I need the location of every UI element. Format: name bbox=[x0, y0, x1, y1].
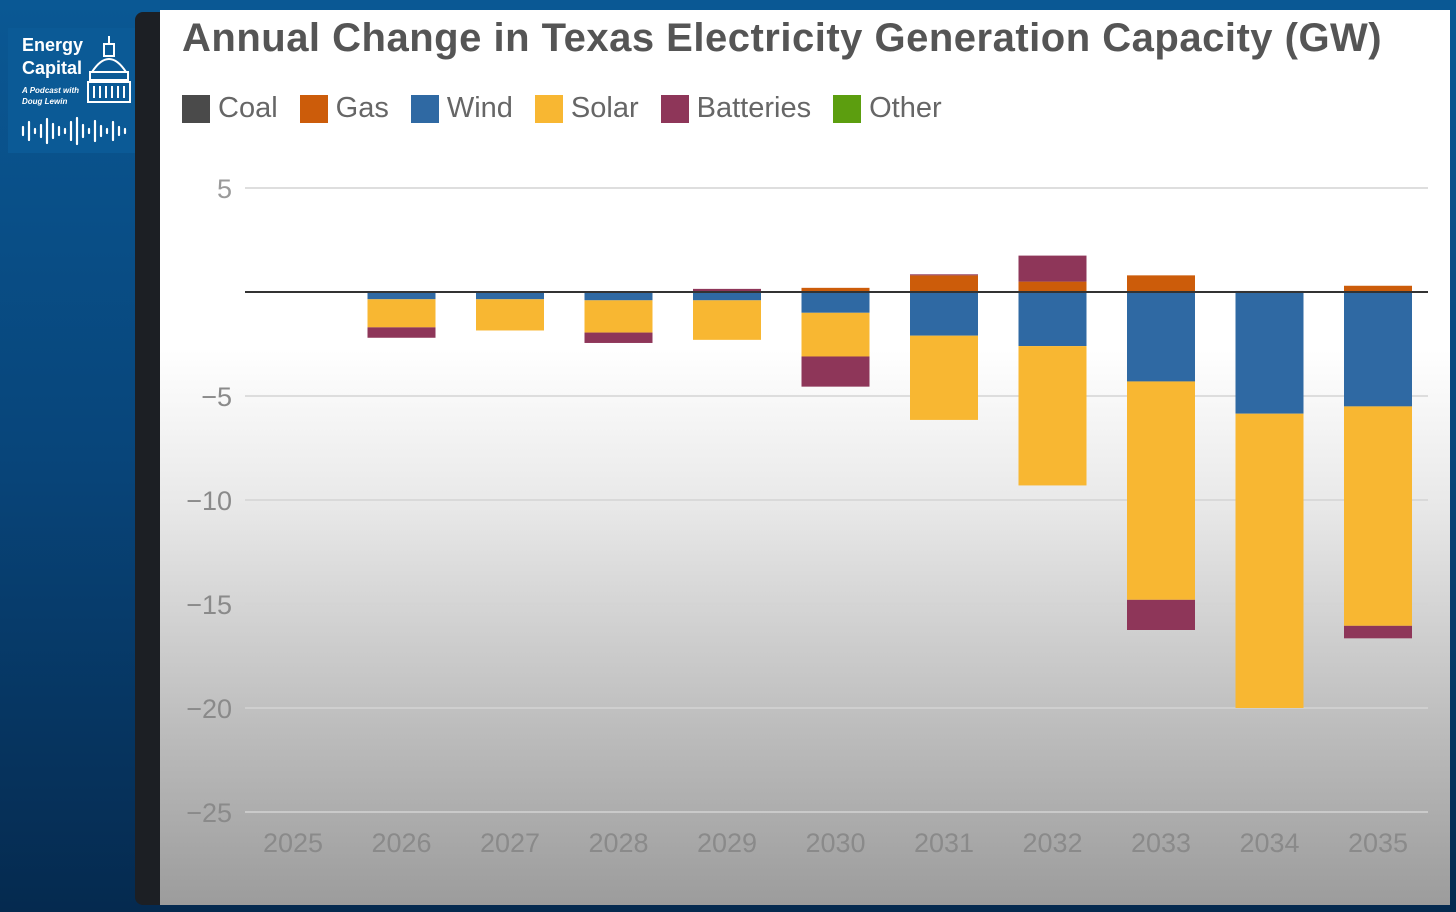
logo-title: Energy Capital bbox=[22, 35, 84, 78]
legend-label: Other bbox=[869, 92, 942, 124]
legend-label: Gas bbox=[335, 92, 389, 124]
y-tick-label: −5 bbox=[201, 382, 232, 412]
bar-batteries-2033 bbox=[1127, 599, 1195, 630]
bar-batteries-2029 bbox=[693, 288, 761, 292]
bar-gas-2035 bbox=[1344, 285, 1412, 292]
y-tick-label: −25 bbox=[186, 798, 232, 828]
legend-label: Batteries bbox=[696, 92, 812, 124]
bar-wind-2029 bbox=[693, 292, 761, 301]
bar-wind-2027 bbox=[476, 292, 544, 300]
x-tick-label: 2034 bbox=[1239, 828, 1299, 858]
bar-batteries-2030 bbox=[801, 356, 870, 387]
bar-batteries-2026 bbox=[367, 327, 436, 338]
legend-swatch bbox=[299, 94, 328, 123]
legend-swatch bbox=[833, 94, 862, 123]
logo-subtitle: A Podcast with Doug Lewin bbox=[22, 86, 80, 106]
bar-solar-2029 bbox=[693, 300, 761, 340]
y-tick-label: 5 bbox=[217, 174, 232, 204]
bar-solar-2035 bbox=[1344, 406, 1412, 626]
bar-batteries-2032 bbox=[1018, 255, 1087, 282]
bar-wind-2034 bbox=[1235, 292, 1304, 414]
bar-gas-2031 bbox=[910, 275, 978, 292]
y-tick-label: −20 bbox=[186, 694, 232, 724]
legend-swatch bbox=[534, 94, 563, 123]
x-tick-label: 2032 bbox=[1022, 828, 1082, 858]
bar-solar-2031 bbox=[910, 335, 978, 420]
legend-swatch bbox=[182, 94, 210, 123]
legend-label: Solar bbox=[570, 92, 639, 124]
legend-item-gas: Gas bbox=[299, 92, 389, 125]
legend-item-coal: Coal bbox=[182, 92, 278, 125]
legend-swatch bbox=[410, 94, 439, 123]
podcast-logo: Energy Capital A Podcast with Doug Lewin bbox=[8, 28, 138, 153]
legend-label: Wind bbox=[446, 92, 513, 124]
legend-item-wind: Wind bbox=[410, 92, 513, 125]
chart-legend: Coal Gas Wind Solar Batteries Other bbox=[182, 92, 964, 125]
bar-batteries-2031 bbox=[910, 274, 978, 276]
x-tick-label: 2028 bbox=[588, 828, 648, 858]
bar-solar-2033 bbox=[1127, 381, 1195, 600]
legend-item-solar: Solar bbox=[534, 92, 639, 125]
y-tick-label: −10 bbox=[186, 486, 232, 516]
bar-solar-2030 bbox=[801, 312, 870, 357]
x-tick-label: 2027 bbox=[480, 828, 540, 858]
bar-wind-2035 bbox=[1344, 292, 1412, 407]
bar-wind-2026 bbox=[367, 292, 436, 300]
audio-wave-icon bbox=[21, 116, 127, 146]
bar-gas-2030 bbox=[801, 287, 870, 292]
x-tick-label: 2026 bbox=[371, 828, 431, 858]
bar-solar-2032 bbox=[1018, 346, 1087, 486]
capitol-icon bbox=[87, 36, 131, 103]
y-tick-label: −15 bbox=[186, 590, 232, 620]
bar-wind-2033 bbox=[1127, 292, 1195, 382]
x-tick-label: 2025 bbox=[263, 828, 323, 858]
bar-wind-2031 bbox=[910, 292, 978, 336]
legend-item-other: Other bbox=[833, 92, 942, 125]
bar-wind-2028 bbox=[584, 292, 653, 301]
legend-item-batteries: Batteries bbox=[660, 92, 812, 125]
x-tick-label: 2029 bbox=[697, 828, 757, 858]
x-tick-label: 2030 bbox=[805, 828, 865, 858]
bar-solar-2028 bbox=[584, 300, 653, 333]
bar-solar-2027 bbox=[476, 299, 544, 331]
x-tick-label: 2033 bbox=[1131, 828, 1191, 858]
legend-swatch bbox=[660, 94, 689, 123]
bar-batteries-2035 bbox=[1344, 625, 1412, 639]
bar-solar-2026 bbox=[367, 299, 436, 328]
bar-batteries-2028 bbox=[584, 332, 653, 343]
bar-wind-2032 bbox=[1018, 292, 1087, 347]
bar-gas-2032 bbox=[1018, 281, 1087, 292]
legend-label: Coal bbox=[218, 92, 278, 124]
bar-solar-2034 bbox=[1235, 413, 1304, 708]
x-tick-label: 2035 bbox=[1348, 828, 1408, 858]
bar-wind-2030 bbox=[801, 292, 870, 313]
x-tick-label: 2031 bbox=[914, 828, 974, 858]
chart-title: Annual Change in Texas Electricity Gener… bbox=[182, 16, 1383, 60]
chart-panel bbox=[160, 10, 1450, 905]
bar-gas-2033 bbox=[1127, 275, 1195, 292]
